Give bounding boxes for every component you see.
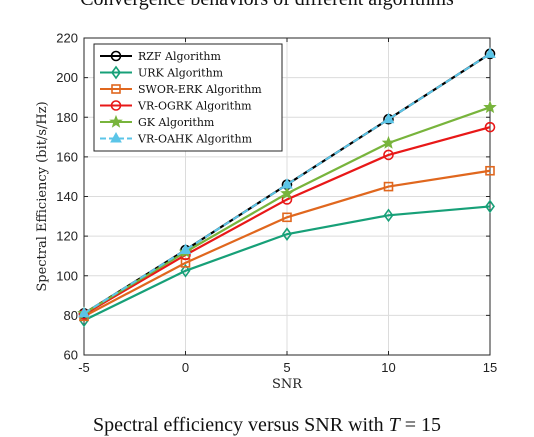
data-point (180, 263, 191, 278)
legend-marker (110, 131, 122, 143)
legend-box (93, 43, 283, 152)
data-point (281, 178, 293, 189)
y-tick-label: 160 (56, 149, 78, 164)
data-point (280, 186, 294, 200)
data-point (483, 100, 497, 114)
legend-label: GK Algorithm (138, 116, 215, 129)
data-point (381, 135, 396, 149)
data-point (282, 212, 292, 223)
legend-marker (111, 84, 121, 94)
x-axis-label: SNR (272, 377, 303, 392)
legend-marker (109, 114, 123, 128)
series-2 (79, 165, 495, 322)
data-point (383, 149, 394, 161)
x-tick-label: 10 (381, 360, 395, 375)
data-point (485, 199, 495, 214)
figure-caption-bottom: Spectral efficiency versus SNR with T = … (0, 414, 534, 437)
caption-variable: T (388, 414, 400, 436)
series-line (83, 205, 491, 322)
data-point (179, 243, 192, 254)
series-line (83, 126, 491, 316)
series-line (83, 53, 491, 315)
y-tick-label: 220 (56, 31, 78, 46)
caption-text: Spectral efficiency versus SNR with (92, 414, 384, 436)
x-tick-label: -5 (78, 360, 90, 375)
data-point (383, 208, 394, 223)
data-point (382, 112, 395, 124)
y-tick-label: 100 (56, 268, 78, 283)
series-5 (78, 47, 496, 318)
y-tick-label: 140 (56, 189, 78, 204)
y-tick-label: 180 (56, 110, 78, 125)
x-tick-label: 5 (283, 360, 290, 375)
series-line (83, 169, 491, 318)
legend-marker (110, 100, 122, 111)
legend-label: URK Algorithm (138, 67, 224, 80)
legend: RZF Algorithm URK Algorithm SWOR-ERK Algor… (93, 43, 283, 152)
y-tick-label: 200 (56, 70, 78, 85)
x-tick-label: 0 (182, 360, 189, 375)
caption-value: = 15 (399, 414, 442, 436)
legend-label: RZF Algorithm (138, 50, 221, 63)
x-tick-label: 15 (483, 360, 497, 375)
data-point (282, 227, 292, 242)
y-axis-label: Spectral Efficiency (bit/s/Hz) (35, 101, 50, 291)
ticks-layer: -5 0 5 10 15 60 80 100 120 140 160 180 200 220 (56, 31, 497, 376)
data-point (484, 121, 496, 133)
y-tick-label: 80 (64, 308, 78, 323)
legend-marker (110, 50, 122, 62)
legend-label: VR-OAHK Algorithm (137, 133, 253, 146)
series-layer (77, 47, 497, 328)
data-point (78, 306, 90, 318)
legend-marker (111, 65, 121, 80)
y-tick-label: 120 (56, 229, 78, 244)
legend-label: SWOR-ERK Algorithm (138, 83, 262, 96)
y-tick-label: 60 (64, 348, 78, 363)
data-point (485, 165, 495, 176)
legend-label: VR-OGRK Algorithm (137, 100, 252, 113)
data-point (383, 181, 394, 192)
data-point (484, 47, 496, 58)
figure-caption-top: Convergence behaviors of different algor… (0, 0, 534, 11)
